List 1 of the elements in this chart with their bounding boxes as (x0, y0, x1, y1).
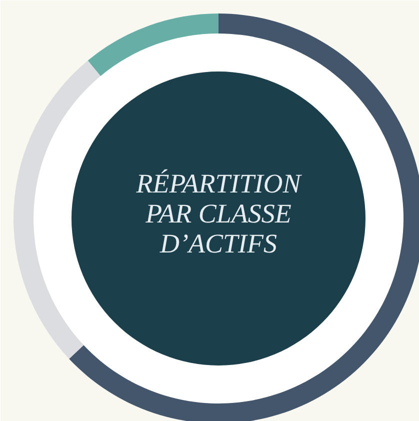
text: RÉPARTITION PAR CLASSE D’ACTIFS (135, 168, 303, 258)
